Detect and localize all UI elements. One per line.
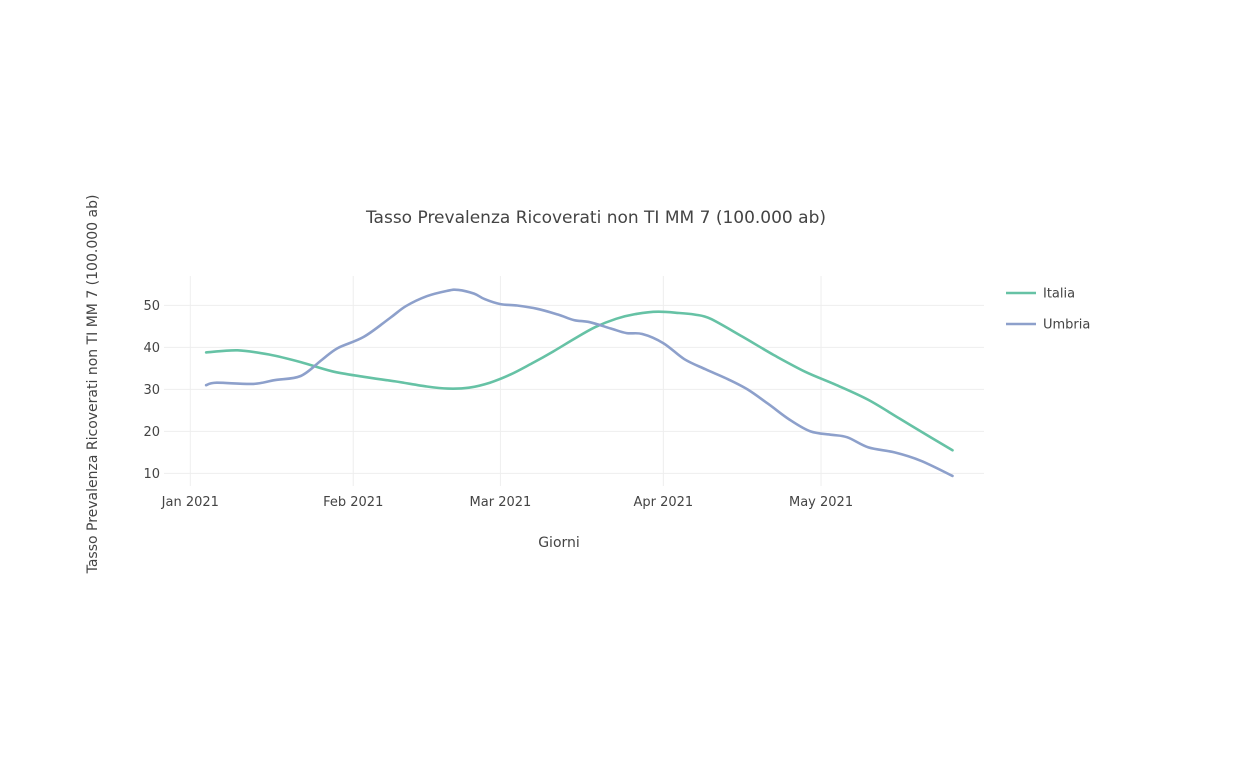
y-tick-labels: 10 20 30 40 50 bbox=[143, 299, 160, 482]
x-axis-title: Giorni bbox=[538, 535, 580, 551]
chart-title: Tasso Prevalenza Ricoverati non TI MM 7 … bbox=[365, 208, 826, 228]
x-tick-label: Feb 2021 bbox=[323, 495, 383, 510]
legend-label-italia: Italia bbox=[1043, 287, 1075, 302]
y-tick-label: 20 bbox=[143, 425, 160, 440]
x-tick-label: Apr 2021 bbox=[633, 495, 693, 510]
series-line-italia[interactable] bbox=[204, 310, 954, 452]
legend-label-umbria: Umbria bbox=[1043, 318, 1090, 333]
grid-layer bbox=[164, 276, 984, 486]
y-tick-label: 30 bbox=[143, 383, 160, 398]
y-tick-label: 40 bbox=[143, 341, 160, 356]
x-tick-labels: Jan 2021 Feb 2021 Mar 2021 Apr 2021 May 2021 bbox=[161, 495, 853, 510]
y-axis-title: Tasso Prevalenza Ricoverati non TI MM 7 … bbox=[85, 195, 101, 575]
x-tick-label: Jan 2021 bbox=[161, 495, 219, 510]
y-tick-label: 10 bbox=[143, 467, 160, 482]
x-tick-label: May 2021 bbox=[789, 495, 853, 510]
series-layer bbox=[204, 288, 954, 478]
legend-item-umbria[interactable]: Umbria bbox=[1006, 318, 1090, 333]
series-line-umbria[interactable] bbox=[204, 288, 954, 478]
y-tick-label: 50 bbox=[143, 299, 160, 314]
legend[interactable]: Italia Umbria bbox=[1006, 287, 1090, 333]
x-tick-label: Mar 2021 bbox=[470, 495, 532, 510]
legend-item-italia[interactable]: Italia bbox=[1006, 287, 1075, 302]
